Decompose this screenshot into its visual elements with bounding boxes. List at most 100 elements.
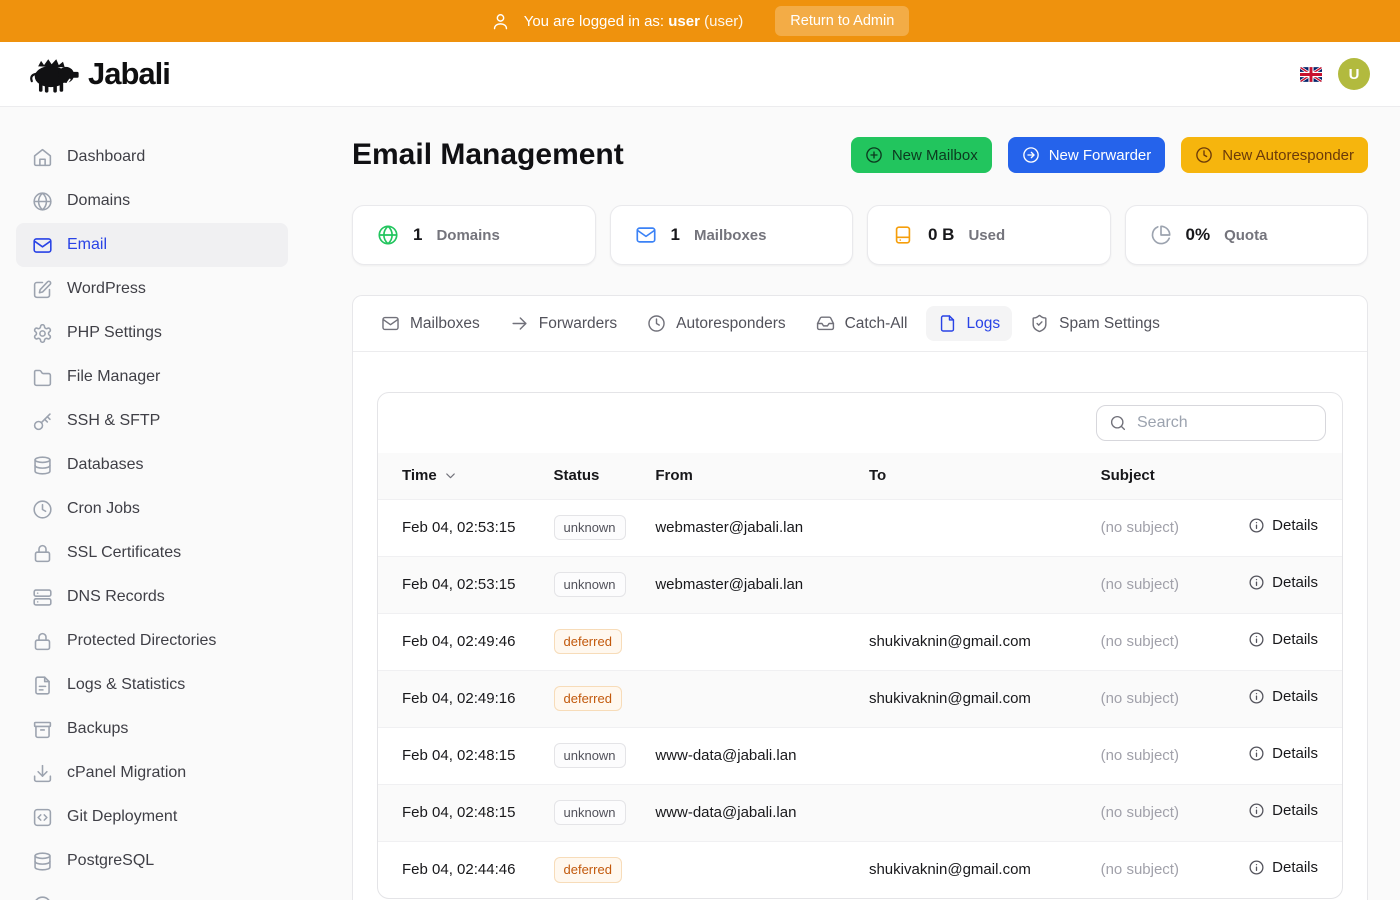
search-icon — [1109, 414, 1127, 432]
new-mailbox-button[interactable]: New Mailbox — [850, 137, 992, 173]
return-to-admin-button[interactable]: Return to Admin — [775, 6, 910, 36]
search-input[interactable] — [1137, 414, 1313, 432]
sidebar-item-cpanel-migration[interactable]: cPanel Migration — [16, 751, 288, 795]
status-badge: deferred — [553, 685, 622, 712]
tab-label: Autoresponders — [676, 314, 786, 332]
stat-value: 0 B — [928, 225, 955, 244]
log-row: Feb 04, 02:53:15 unknown webmaster@jabal… — [378, 499, 1342, 556]
sidebar-item-file-manager[interactable]: File Manager — [16, 355, 288, 399]
globe-icon — [377, 224, 399, 246]
column-header-subject: Subject — [1100, 467, 1155, 485]
log-to — [869, 784, 1101, 841]
log-time: Feb 04, 02:44:46 — [402, 861, 516, 879]
sidebar-item-dashboard[interactable]: Dashboard — [16, 135, 288, 179]
sidebar-item-label: Email — [67, 236, 108, 253]
sidebar-item-wordpress[interactable]: WordPress — [16, 267, 288, 311]
details-button[interactable]: Details — [1248, 574, 1318, 591]
sidebar-item-logs-statistics[interactable]: Logs & Statistics — [16, 663, 288, 707]
details-label: Details — [1272, 517, 1318, 534]
home-icon — [32, 147, 53, 168]
archive-icon — [32, 719, 53, 740]
status-badge: deferred — [553, 856, 622, 883]
stat-card-mailboxes: 1 Mailboxes — [609, 205, 853, 265]
search-box — [1096, 405, 1326, 441]
tab-label: Mailboxes — [410, 314, 480, 332]
sidebar-item-partial[interactable] — [16, 883, 288, 900]
chevron-down-icon — [443, 468, 458, 483]
file-text-icon — [32, 675, 53, 696]
column-header-time[interactable]: Time — [378, 453, 554, 499]
arrow-right-icon — [510, 314, 529, 333]
column-header-from: From — [655, 467, 693, 485]
log-time: Feb 04, 02:49:16 — [402, 690, 516, 707]
lock-icon — [32, 543, 53, 564]
log-row: Feb 04, 02:49:16 deferred shukivaknin@gm… — [378, 670, 1342, 727]
log-row: Feb 04, 02:48:15 unknown www-data@jabali… — [378, 784, 1342, 841]
button-label: New Forwarder — [1048, 146, 1152, 164]
sidebar-item-label: WordPress — [67, 280, 146, 297]
stat-card-quota: 0% Quota — [1124, 205, 1368, 265]
tab-mailboxes[interactable]: Mailboxes — [369, 306, 492, 341]
login-username: user — [668, 12, 700, 30]
tab-label: Forwarders — [538, 314, 618, 332]
stat-value: 1 — [670, 225, 680, 244]
details-button[interactable]: Details — [1248, 517, 1318, 534]
details-label: Details — [1272, 859, 1318, 877]
column-header-details — [1248, 453, 1342, 499]
sidebar-item-postgresql[interactable]: PostgreSQL — [16, 839, 288, 883]
globe-icon — [32, 191, 53, 212]
logs-table: Time Status From To Subject Feb 04, 02:53:15… — [378, 453, 1342, 898]
sidebar-item-databases[interactable]: Databases — [16, 443, 288, 487]
tab-catch-all[interactable]: Catch-All — [804, 306, 920, 341]
sidebar-item-ssl-certificates[interactable]: SSL Certificates — [16, 531, 288, 575]
new-forwarder-button[interactable]: New Forwarder — [1007, 137, 1166, 173]
status-badge: unknown — [553, 571, 626, 598]
info-icon — [1248, 574, 1265, 591]
sidebar-item-protected-directories[interactable]: Protected Directories — [16, 619, 288, 663]
log-from — [655, 841, 869, 898]
sidebar-item-label: SSL Certificates — [67, 544, 182, 561]
server-icon — [32, 587, 53, 608]
details-button[interactable]: Details — [1248, 802, 1318, 819]
sidebar-item-ssh-sftp[interactable]: SSH & SFTP — [16, 399, 288, 443]
log-to — [869, 499, 1101, 556]
log-time: Feb 04, 02:48:15 — [402, 804, 516, 821]
action-buttons: New Mailbox New Forwarder New Autoresponde… — [850, 137, 1368, 173]
tab-spam-settings[interactable]: Spam Settings — [1018, 306, 1172, 341]
login-prefix: You are logged in as: — [523, 12, 665, 30]
column-header-status: Status — [553, 467, 600, 485]
sidebar-item-backups[interactable]: Backups — [16, 707, 288, 751]
sidebar-item-domains[interactable]: Domains — [16, 179, 288, 223]
log-row: Feb 04, 02:48:15 unknown www-data@jabali… — [378, 727, 1342, 784]
details-button[interactable]: Details — [1248, 859, 1318, 876]
code-icon — [32, 807, 53, 828]
details-button[interactable]: Details — [1248, 631, 1318, 648]
details-label: Details — [1272, 631, 1318, 648]
sidebar-item-label: Domains — [67, 192, 131, 209]
new-autoresponder-button[interactable]: New Autoresponder — [1181, 137, 1368, 173]
inbox-icon — [816, 314, 835, 333]
user-avatar[interactable]: U — [1338, 58, 1370, 90]
details-button[interactable]: Details — [1248, 745, 1318, 762]
tab-forwarders[interactable]: Forwarders — [498, 306, 629, 341]
log-to: shukivaknin@gmail.com — [868, 861, 1031, 879]
details-label: Details — [1272, 745, 1318, 762]
stat-card-domains: 1 Domains — [352, 205, 596, 265]
log-from: webmaster@jabali.lan — [655, 576, 804, 593]
sidebar-item-email[interactable]: Email — [16, 223, 288, 267]
tab-logs[interactable]: Logs — [925, 306, 1013, 341]
sidebar-item-cron-jobs[interactable]: Cron Jobs — [16, 487, 288, 531]
log-time: Feb 04, 02:53:15 — [402, 519, 516, 536]
language-flag-icon[interactable] — [1300, 66, 1322, 82]
tab-autoresponders[interactable]: Autoresponders — [635, 306, 797, 341]
circle-plus-icon — [865, 146, 883, 164]
log-row: Feb 04, 02:53:15 unknown webmaster@jabal… — [378, 556, 1342, 613]
sidebar-item-label: cPanel Migration — [67, 764, 187, 781]
sidebar-item-php-settings[interactable]: PHP Settings — [16, 311, 288, 355]
info-icon — [1248, 859, 1265, 876]
file-icon — [938, 314, 957, 333]
details-button[interactable]: Details — [1248, 688, 1318, 705]
sidebar-item-git-deployment[interactable]: Git Deployment — [16, 795, 288, 839]
sidebar-item-dns-records[interactable]: DNS Records — [16, 575, 288, 619]
brand-logo[interactable]: Jabali — [28, 53, 171, 95]
